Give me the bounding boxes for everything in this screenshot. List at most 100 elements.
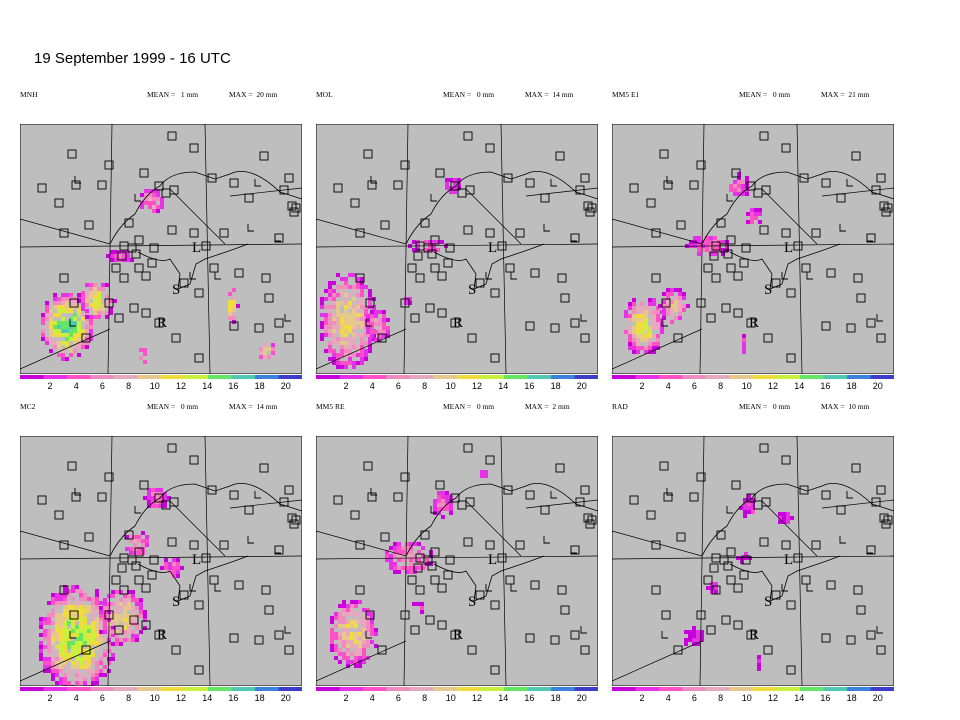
station-marker [219,540,229,550]
station-marker [111,575,121,585]
color-scale-swatch [43,687,68,691]
station-marker [59,540,69,550]
station-marker [400,160,410,170]
station-marker-partial [570,234,577,242]
precipitation-map: R L S [316,436,598,686]
station-marker [585,207,595,217]
station-marker [229,178,239,188]
color-scale-swatch [800,375,824,379]
station-marker-partial [247,536,254,544]
station-marker [393,492,403,502]
station-marker [485,228,495,238]
station-marker [881,207,891,217]
region-label-r: R [749,315,759,331]
color-scale-swatch [504,687,528,691]
mean-label: MEAN = [739,90,768,99]
color-scale-swatch [386,375,411,379]
station-marker-partial [485,584,492,592]
station-marker [703,263,713,273]
color-scale-swatch [729,687,754,691]
station-marker-partial [866,234,873,242]
station-marker [560,605,570,615]
station-marker [856,605,866,615]
station-marker [709,563,719,573]
station-marker [104,472,114,482]
color-scale-swatch [551,375,575,379]
color-scale-tick: 4 [370,381,375,391]
station-marker-partial [781,272,788,280]
station-marker [67,461,77,471]
color-scale-swatch [339,687,364,691]
mean-value: 1 mm [175,90,199,99]
station-marker [355,540,365,550]
station-marker [443,570,453,580]
station-markers [37,131,301,363]
station-marker [475,278,485,288]
station-marker [141,583,151,593]
station-marker [154,318,164,328]
station-marker [209,575,219,585]
station-markers [629,443,893,675]
color-scale-swatch [457,375,481,379]
station-marker-partial [284,314,291,322]
station-marker [400,472,410,482]
station-marker [726,263,736,273]
station-marker-partial [839,536,846,544]
station-marker [149,555,159,565]
station-marker-partial [189,272,196,280]
station-marker [580,485,590,495]
station-marker [169,185,179,195]
color-scale-tick: 4 [370,693,375,703]
station-marker [117,251,127,261]
station-marker [490,288,500,298]
station-marker [826,580,836,590]
mean-stat: MEAN = 0 mm [443,402,494,411]
station-marker [67,149,77,159]
station-marker [763,645,773,655]
color-scale-swatch [635,375,660,379]
color-scale-swatch [433,687,458,691]
station-marker [393,180,403,190]
max-stat: MAX = 20 mm [229,90,277,99]
station-marker [786,665,796,675]
station-marker [871,497,881,507]
station-marker [134,547,144,557]
station-marker [129,303,139,313]
color-scale-swatch [433,375,458,379]
station-marker-partial [74,488,81,496]
station-markers [37,443,301,675]
station-marker-partial [510,584,517,592]
max-value: 21 mm [844,90,870,99]
station-marker [141,620,151,630]
station-marker [781,540,791,550]
color-scale-tick: 12 [176,381,186,391]
station-marker [134,235,144,245]
station-marker [69,298,79,308]
color-scale: 2 4 6 8 10 12 14 16 18 20 [20,375,302,391]
station-marker [463,131,473,141]
color-scale-swatch [184,375,209,379]
station-marker [821,490,831,500]
station-marker [646,510,656,520]
max-label: MAX = [229,90,253,99]
station-marker [801,263,811,273]
station-marker-partial [666,176,673,184]
color-scale-swatch [161,687,185,691]
station-marker [851,463,861,473]
station-marker-partial [661,631,668,639]
station-marker [450,181,460,191]
station-marker [557,585,567,595]
color-scale-tick: 20 [281,381,291,391]
station-marker [759,537,769,547]
station-marker [445,243,455,253]
station-marker [733,308,743,318]
station-marker [194,353,204,363]
region-label-r: R [749,627,759,643]
station-marker [505,575,515,585]
station-marker [367,492,377,502]
station-marker [741,555,751,565]
station-marker [761,497,771,507]
station-marker [167,225,177,235]
color-scale-tick: 16 [820,693,830,703]
station-marker [731,480,741,490]
